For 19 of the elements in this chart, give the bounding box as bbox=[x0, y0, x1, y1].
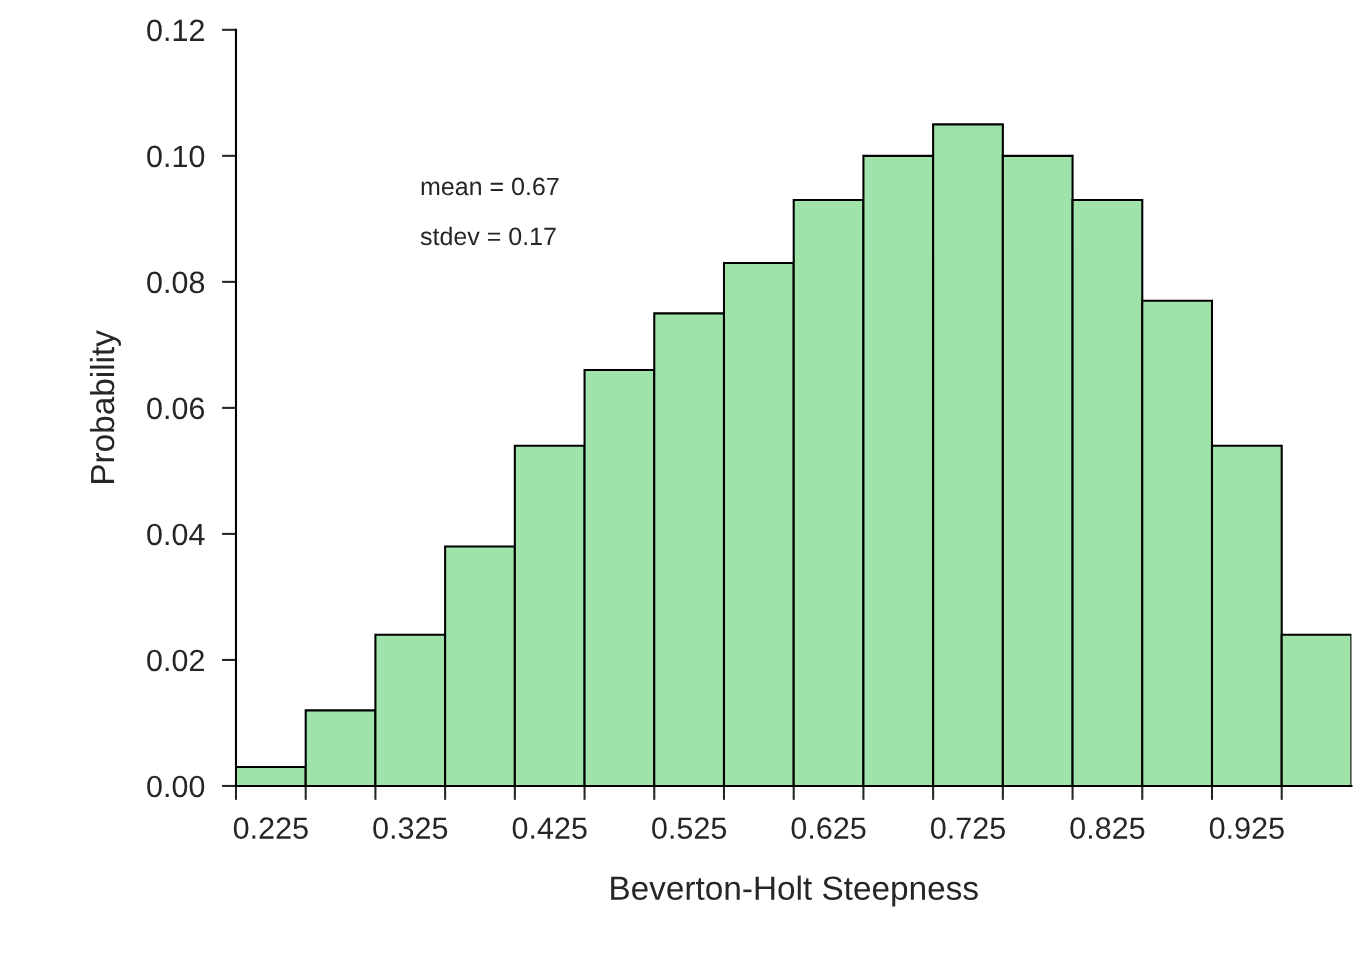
y-tick-label: 0.06 bbox=[147, 397, 205, 420]
y-tick-label: 0.08 bbox=[147, 271, 205, 294]
x-tick-label: 0.325 bbox=[373, 817, 448, 839]
x-tick-label: 0.725 bbox=[930, 817, 1005, 839]
x-axis-title: Beverton-Holt Steepness bbox=[611, 875, 978, 907]
x-tick-label: 0.525 bbox=[652, 817, 727, 839]
y-axis-title: Probability bbox=[89, 330, 121, 483]
x-tick-label: 0.625 bbox=[791, 817, 866, 839]
y-tick-label: 0.10 bbox=[147, 145, 205, 168]
y-tick-label: 0.04 bbox=[147, 523, 205, 546]
y-tick-label: 0.12 bbox=[147, 19, 204, 42]
y-tick-label: 0.00 bbox=[147, 775, 205, 798]
x-tick-label: 0.925 bbox=[1209, 817, 1284, 839]
x-tick-label: 0.425 bbox=[512, 817, 587, 839]
annotation: mean = 0.67 bbox=[421, 177, 559, 196]
x-tick-label: 0.825 bbox=[1070, 817, 1145, 839]
annotation: stdev = 0.17 bbox=[420, 226, 556, 246]
y-tick-label: 0.02 bbox=[147, 649, 204, 672]
x-tick-label: 0.225 bbox=[233, 817, 308, 839]
